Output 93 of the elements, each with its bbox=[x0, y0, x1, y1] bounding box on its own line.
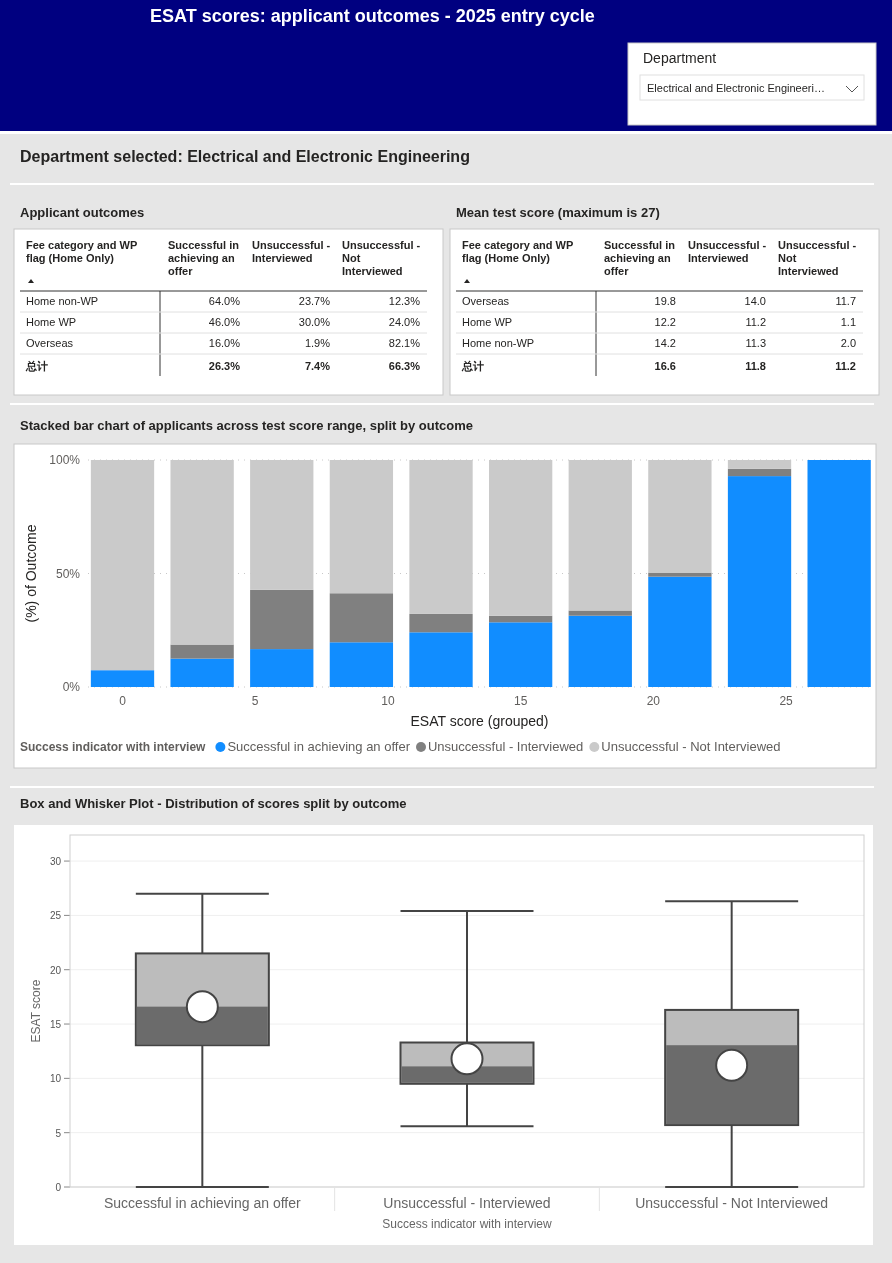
bar bbox=[90, 670, 155, 687]
text: 82.1% bbox=[388, 337, 420, 349]
text: 19.8 bbox=[654, 295, 676, 307]
x-tick-label: Successful in achieving an offer bbox=[104, 1195, 301, 1211]
bar bbox=[409, 632, 473, 687]
bar bbox=[170, 644, 234, 659]
text: 64.0% bbox=[208, 295, 240, 307]
bar bbox=[568, 615, 632, 687]
category-label: 总计 bbox=[26, 360, 48, 372]
text: 11.2 bbox=[745, 316, 766, 328]
text: 23.7% bbox=[298, 295, 330, 307]
bar bbox=[648, 576, 712, 687]
bar bbox=[409, 613, 473, 633]
category-label: Overseas bbox=[462, 295, 510, 307]
x-tick-label: Unsuccessful - Interviewed bbox=[383, 1195, 551, 1211]
category-label: Home non-WP bbox=[462, 337, 535, 349]
text: 1.9% bbox=[304, 337, 330, 349]
text: 2.0 bbox=[840, 337, 856, 349]
x-tick-label: Unsuccessful - Not Interviewed bbox=[635, 1195, 829, 1211]
bar bbox=[648, 572, 712, 577]
text: Mean test score (maximum is 27) bbox=[456, 205, 660, 220]
text: Fee category and WP flag (Home Only) bbox=[462, 239, 574, 264]
text: 11.2 bbox=[835, 360, 856, 372]
y-tick-label: 30 bbox=[49, 856, 62, 868]
y-axis-title: ESAT score bbox=[29, 979, 43, 1043]
x-tick-label: 0 bbox=[119, 694, 127, 708]
category-label: Unsuccessful - Not Interviewed bbox=[342, 239, 421, 277]
legend-label: Successful in achieving an offer bbox=[227, 739, 411, 754]
text: Electrical and Electronic Engineeri… bbox=[647, 82, 825, 94]
bar bbox=[329, 593, 394, 643]
legend-label: Unsuccessful - Not Interviewed bbox=[601, 739, 781, 754]
category-label: 总计 bbox=[462, 360, 484, 372]
text: 11.8 bbox=[745, 360, 766, 372]
y-tick-label: 10 bbox=[49, 1073, 62, 1085]
text: 14.0 bbox=[744, 295, 766, 307]
y-tick-label: 25 bbox=[49, 910, 62, 922]
bar bbox=[727, 476, 792, 687]
y-axis-title: (%) of Outcome bbox=[23, 524, 39, 623]
text: 16.0% bbox=[208, 337, 240, 349]
chart-title: Box and Whisker Plot - Distribution of scores split by outcome bbox=[20, 796, 407, 811]
x-tick-label: 10 bbox=[381, 694, 395, 708]
text: 14.2 bbox=[654, 337, 676, 349]
x-tick-label: 15 bbox=[513, 694, 528, 708]
x-axis-title: Success indicator with interview bbox=[382, 1217, 553, 1231]
text: 12.2 bbox=[654, 316, 676, 328]
text: 16.6 bbox=[654, 360, 676, 372]
text: Department bbox=[643, 50, 717, 66]
bar bbox=[807, 460, 871, 687]
y-tick-label: 15 bbox=[49, 1019, 62, 1031]
text: 46.0% bbox=[208, 316, 240, 328]
category-label: Successful in achieving an offer bbox=[604, 239, 676, 277]
y-tick-label: 20 bbox=[49, 964, 62, 976]
bar bbox=[250, 589, 314, 650]
x-tick-label: 5 bbox=[251, 694, 259, 708]
x-tick-label: 20 bbox=[646, 694, 661, 708]
bar bbox=[488, 622, 553, 687]
y-tick-label: 100% bbox=[49, 453, 81, 467]
legend-label: Unsuccessful - Interviewed bbox=[427, 739, 584, 754]
y-tick-label: 5 bbox=[55, 1127, 62, 1139]
bar bbox=[488, 615, 553, 623]
bar bbox=[727, 468, 792, 477]
x-tick-label: 25 bbox=[779, 694, 794, 708]
category-label: Successful in achieving an offer bbox=[168, 239, 240, 277]
chart-title: Stacked bar chart of applicants across test score range, split by outcome bbox=[20, 418, 473, 433]
text: ESAT scores: applicant outcomes - 2025 entry cycle bbox=[150, 6, 595, 26]
text: 66.3% bbox=[388, 360, 420, 372]
text: 12.3% bbox=[388, 295, 420, 307]
text: 24.0% bbox=[388, 316, 420, 328]
category-label: Unsuccessful - Interviewed bbox=[688, 239, 767, 264]
category-label: Unsuccessful - Interviewed bbox=[252, 239, 331, 264]
text: 11.3 bbox=[745, 337, 766, 349]
bar bbox=[250, 649, 314, 687]
text: 1.1 bbox=[840, 316, 856, 328]
category-label: Home WP bbox=[462, 316, 513, 328]
bar bbox=[170, 658, 234, 687]
category-label: Overseas bbox=[26, 337, 74, 349]
y-tick-label: 0 bbox=[55, 1182, 62, 1193]
text: Applicant outcomes bbox=[20, 205, 145, 220]
category-label: Unsuccessful - Not Interviewed bbox=[778, 239, 857, 277]
y-tick-label: 0% bbox=[62, 680, 81, 694]
text: 26.3% bbox=[208, 360, 240, 372]
y-tick-label: 50% bbox=[55, 566, 81, 581]
text: 7.4% bbox=[304, 360, 330, 372]
bar bbox=[329, 642, 394, 687]
text: 11.7 bbox=[835, 295, 856, 307]
category-label: Home non-WP bbox=[26, 295, 99, 307]
category-label: Home WP bbox=[26, 316, 77, 328]
bar bbox=[568, 610, 632, 616]
text: 30.0% bbox=[298, 316, 330, 328]
text: Fee category and WP flag (Home Only) bbox=[26, 239, 138, 264]
text: Department selected: Electrical and Electronic Engineering bbox=[20, 148, 470, 165]
legend-title: Success indicator with interview bbox=[20, 740, 207, 754]
x-axis-title: ESAT score (grouped) bbox=[410, 713, 549, 729]
